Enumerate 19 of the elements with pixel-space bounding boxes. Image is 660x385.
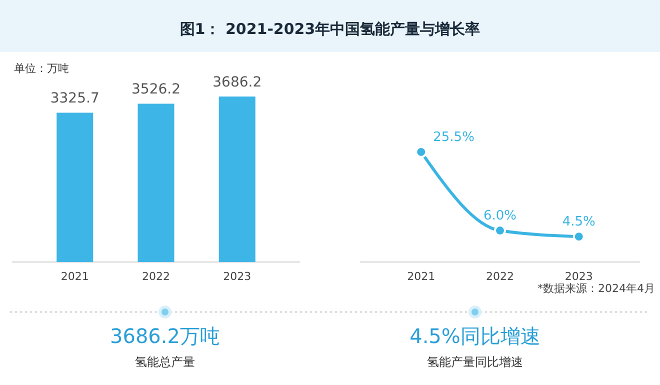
data-label: 3526.2 [132,82,180,98]
x-tick-label: 2021 [60,270,89,283]
data-label: 3325.7 [50,90,100,107]
text: 图1： 2021-2023年中国氢能产量与增长率 [180,20,480,38]
text: *数据来源：2024年4月 [538,282,655,295]
text: 氢能总产量 [135,355,195,369]
data-label: 3686.2 [212,74,262,91]
x-tick-label: 2021 [407,270,436,283]
data-label: 4.5% [562,214,596,230]
x-tick-label: 2023 [223,270,252,283]
text: 3686.2万吨 [110,324,220,348]
text: 4.5%同比增速 [410,324,540,348]
x-tick-label: 2023 [564,270,593,283]
y-axis-title: 单位：万吨 [14,62,69,75]
x-tick-label: 2022 [142,270,170,283]
x-tick-label: 2022 [486,270,514,283]
text: 氢能产量同比增速 [427,355,523,369]
data-label: 6.0% [483,208,517,224]
data-label: 25.5% [433,130,474,145]
